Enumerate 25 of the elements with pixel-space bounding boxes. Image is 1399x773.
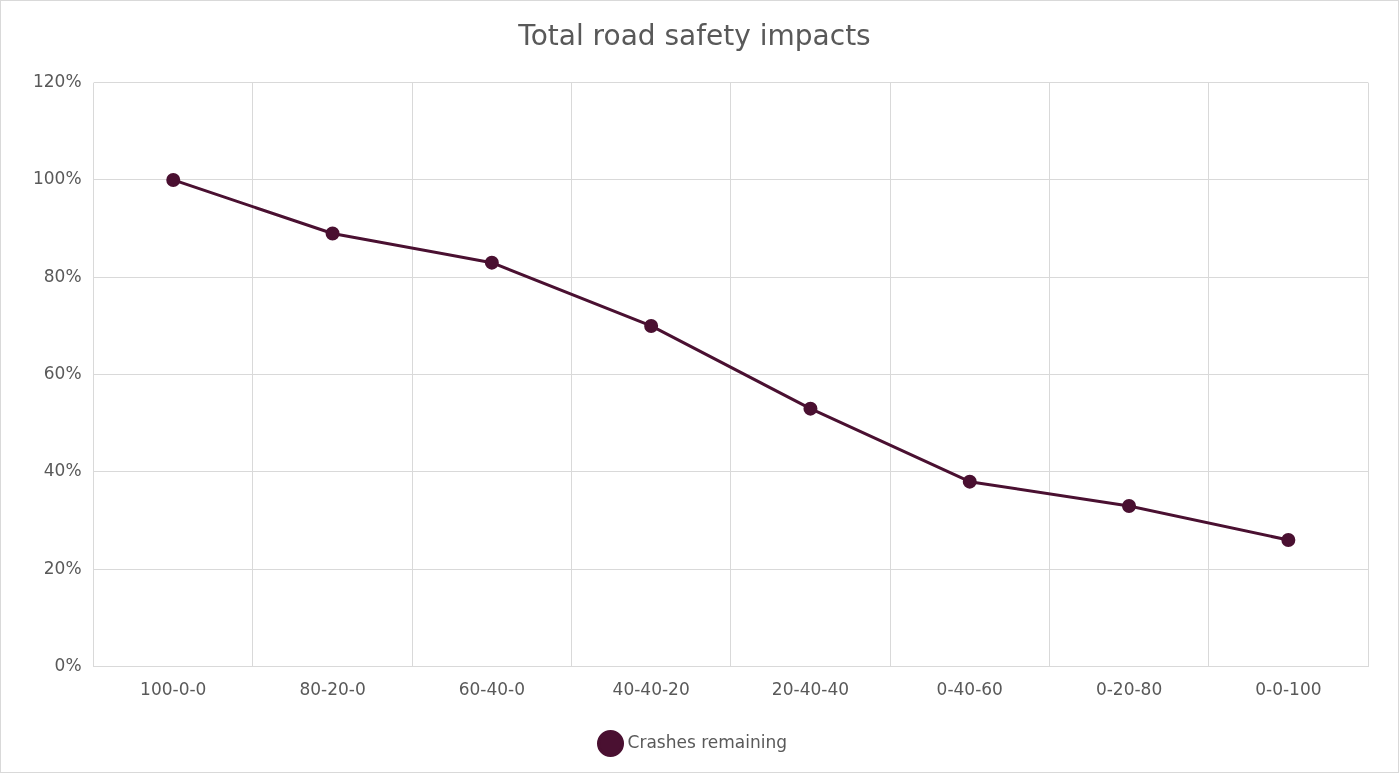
y-tick-label: 100% — [32, 168, 82, 189]
y-tick-label: 40% — [43, 460, 82, 481]
y-tick-label: 0% — [54, 655, 82, 676]
point — [325, 226, 340, 241]
y-tick-label: 80% — [43, 265, 82, 286]
chart-title: Total road safety impacts — [517, 19, 871, 53]
x-tick-label: 0-0-100 — [1255, 679, 1322, 700]
x-tick-label: 80-20-0 — [299, 679, 366, 700]
point — [962, 474, 977, 489]
point — [166, 172, 181, 187]
x-tick-label: 40-40-20 — [612, 679, 690, 700]
point — [803, 401, 818, 416]
y-tick-label: 20% — [43, 557, 82, 578]
point — [644, 318, 659, 333]
y-tick-label: 120% — [32, 71, 82, 92]
x-tick-label: 20-40-40 — [771, 679, 850, 700]
y-tick-label: 60% — [43, 363, 82, 384]
x-tick-label: 0-20-80 — [1095, 679, 1163, 700]
point — [484, 255, 499, 270]
x-tick-label: 100-0-0 — [140, 679, 207, 700]
x-tick-label: 0-40-60 — [936, 679, 1003, 700]
x-tick-label: 60-40-0 — [458, 679, 526, 700]
legend-label: Crashes remaining — [627, 731, 787, 752]
point — [1122, 499, 1137, 513]
point — [1281, 533, 1296, 548]
